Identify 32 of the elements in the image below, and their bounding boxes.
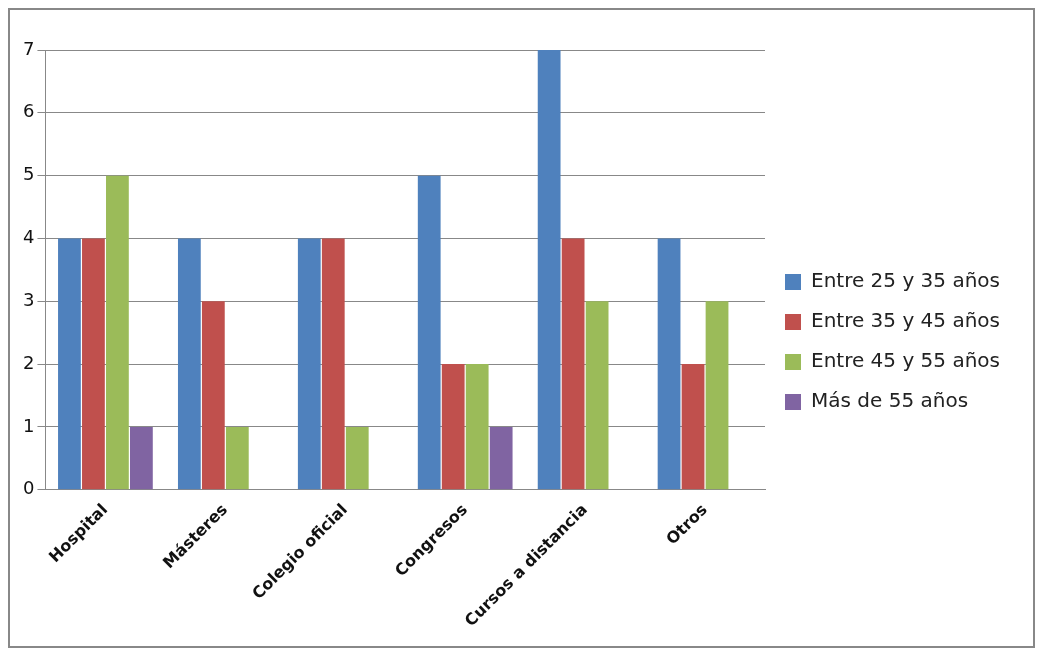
legend-label: Entre 25 y 35 años <box>811 268 1001 293</box>
legend-label: Entre 35 y 45 años <box>811 308 1001 333</box>
bar <box>130 426 153 490</box>
y-tick-label: 1 <box>23 414 35 436</box>
bar <box>537 50 561 490</box>
legend-label: Más de 55 años <box>811 388 969 413</box>
bar <box>177 238 201 490</box>
bar <box>681 364 705 490</box>
y-tick-label: 0 <box>23 477 35 499</box>
bar <box>657 238 681 490</box>
bar <box>441 364 465 490</box>
bar <box>705 301 729 490</box>
bar <box>201 301 225 490</box>
y-tick-label: 4 <box>23 226 35 248</box>
bar <box>417 175 441 490</box>
y-tick-label: 5 <box>23 163 35 185</box>
bar <box>58 238 81 490</box>
legend-label: Entre 45 y 55 años <box>811 348 1001 373</box>
bar <box>465 364 489 490</box>
y-tick-label: 6 <box>23 100 35 122</box>
bar <box>585 301 609 490</box>
y-tick-label: 2 <box>23 351 35 373</box>
bar <box>297 238 321 490</box>
bar <box>106 175 129 490</box>
bar <box>225 426 249 490</box>
bar <box>82 238 105 490</box>
y-tick-label: 7 <box>23 37 35 59</box>
y-tick-label: 3 <box>23 288 35 310</box>
bar <box>489 426 513 490</box>
bar <box>321 238 345 490</box>
bar <box>345 426 369 490</box>
bar <box>561 238 585 490</box>
